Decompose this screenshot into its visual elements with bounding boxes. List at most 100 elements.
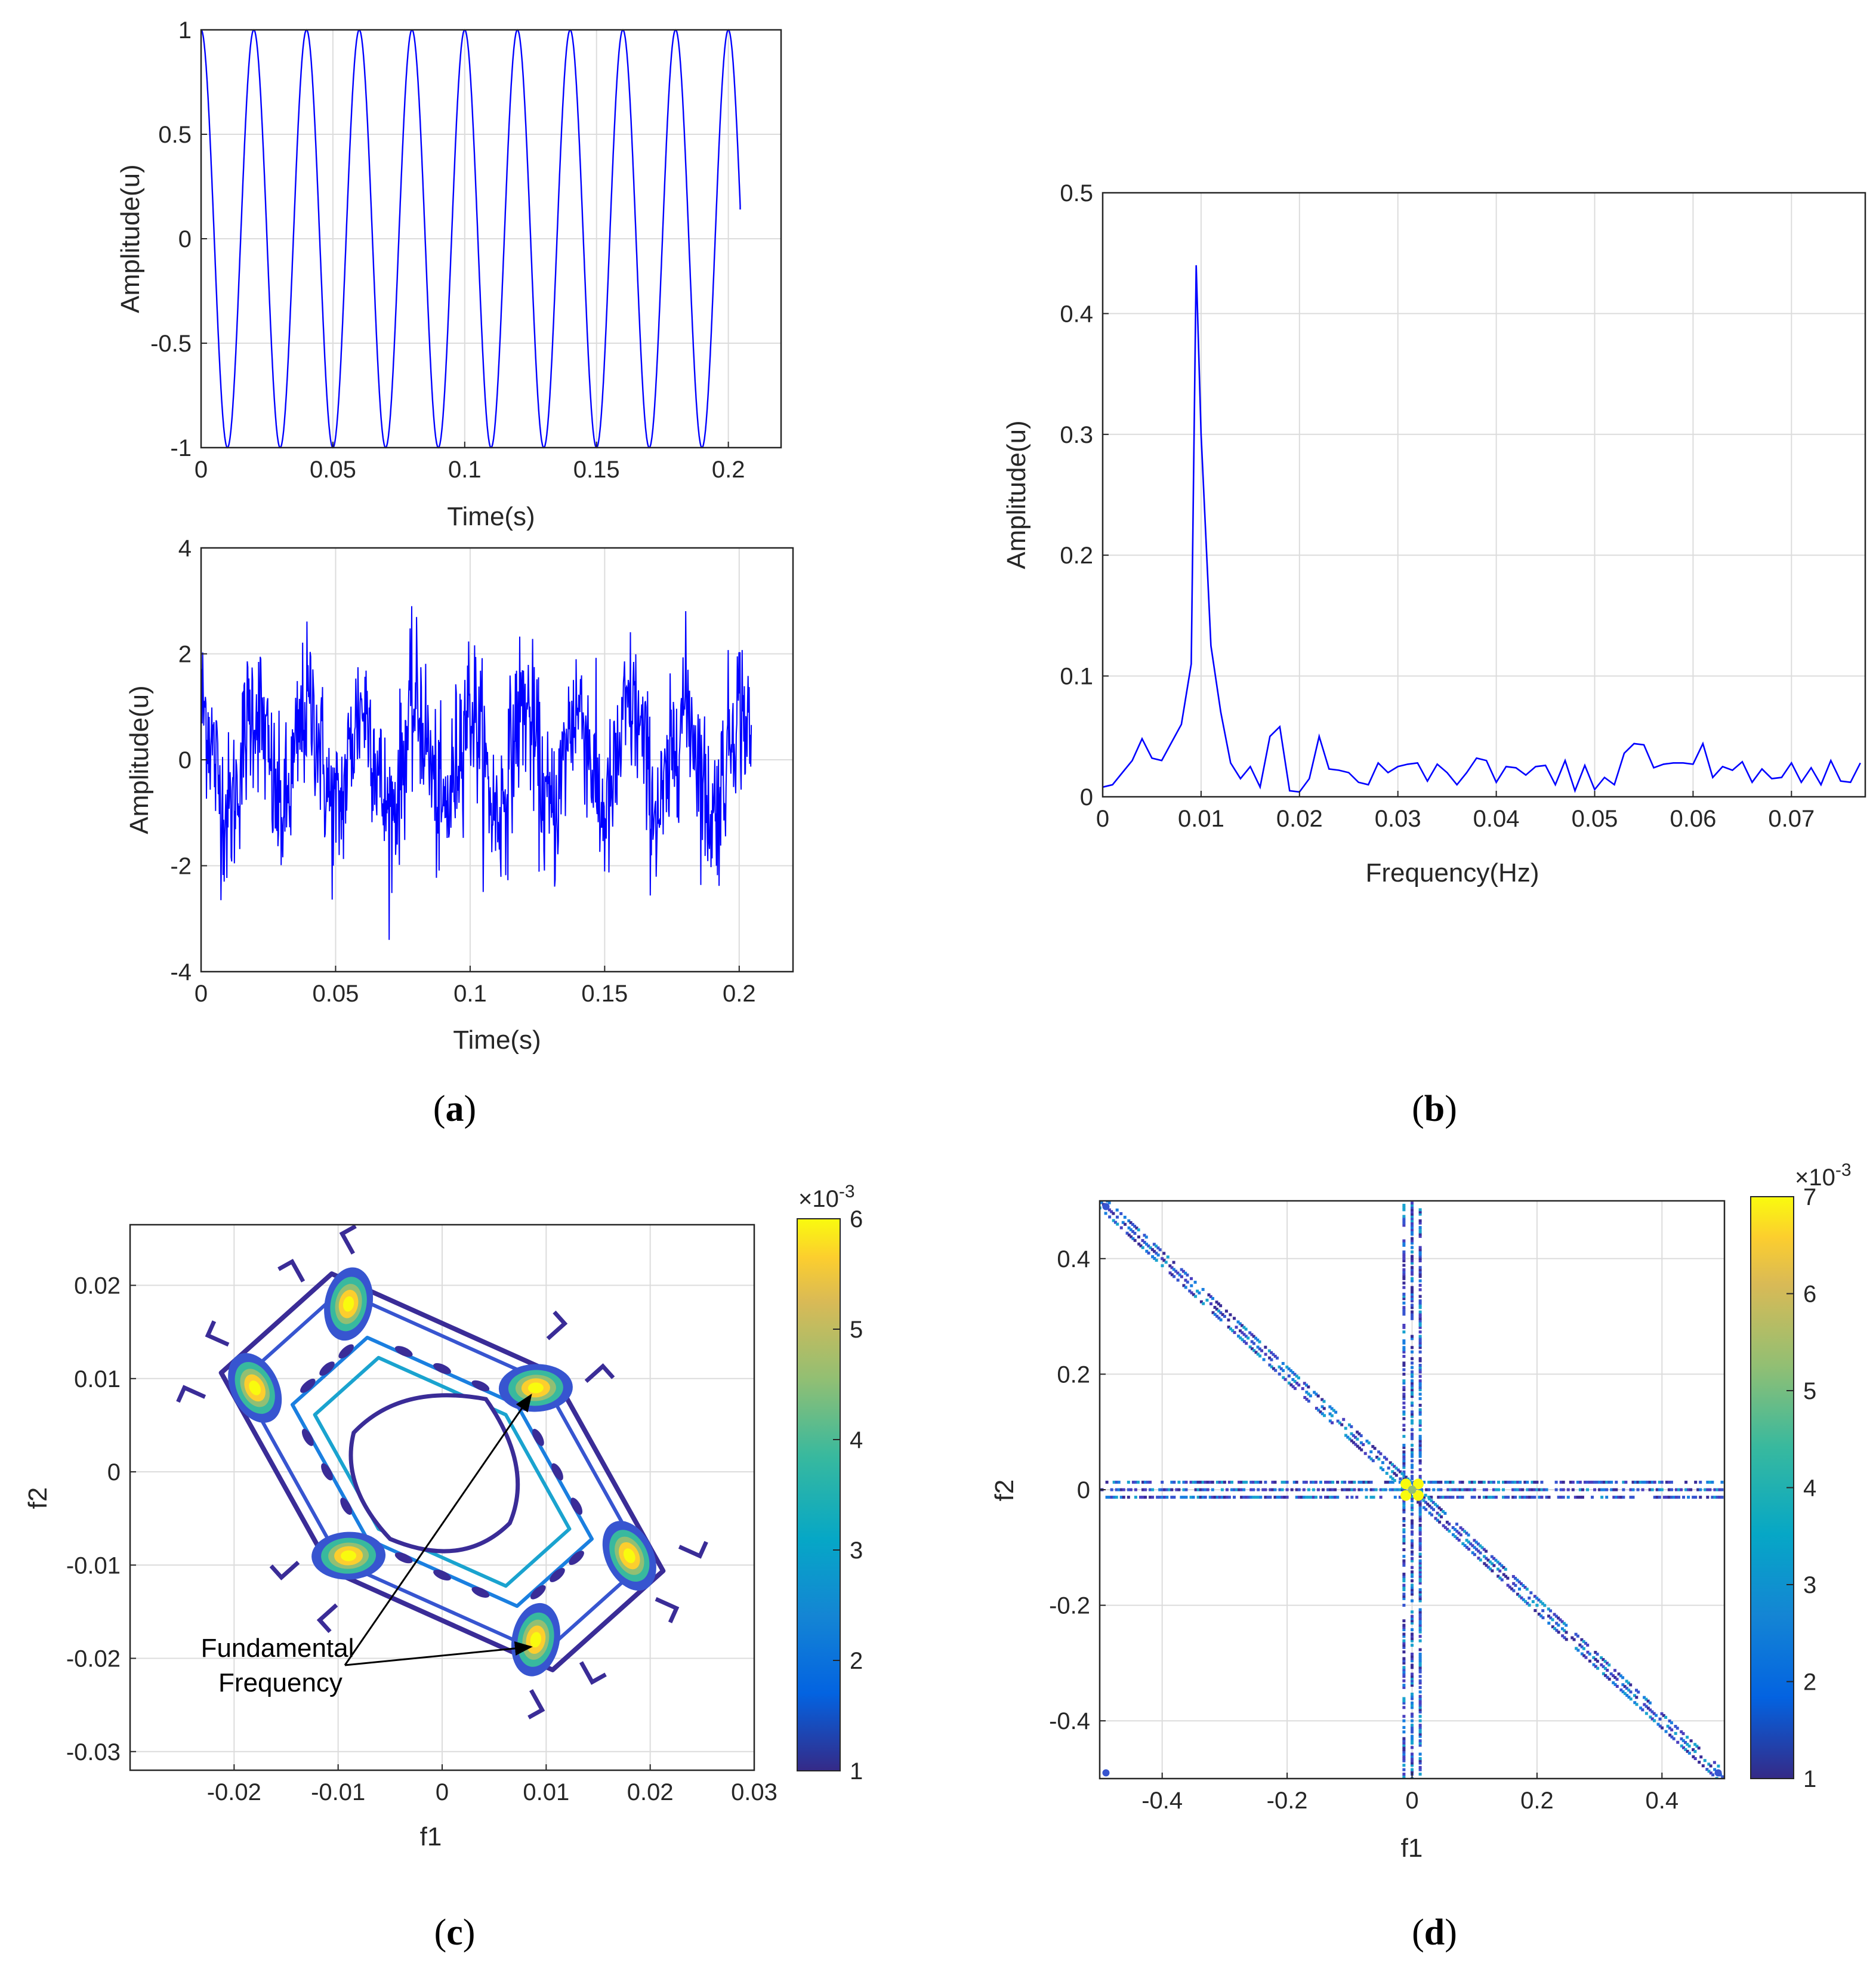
spectrum-dot [1199,1496,1202,1499]
spectrum-dot [1418,1654,1422,1658]
spectrum-dot [1343,1480,1347,1484]
spectrum-dot [1241,1338,1244,1342]
spectrum-dot [1418,1532,1422,1536]
spectrum-dot [1336,1480,1340,1484]
spectrum-dot [1330,1407,1334,1410]
spectrum-dot [1437,1488,1440,1492]
spectrum-dot [1680,1737,1683,1740]
spectrum-dot [1506,1583,1510,1587]
spectrum-dot [1411,1521,1414,1525]
spectrum-dot [1402,1764,1406,1767]
spectrum-dot [1418,1270,1422,1274]
spectrum-dot [1635,1703,1639,1706]
spectrum-dot [1411,1614,1414,1618]
spectrum-dot [1402,1206,1406,1209]
spectrum-dot [1449,1496,1452,1499]
spectrum-dot [1418,1337,1422,1341]
spectrum-dot [1617,1672,1621,1676]
spectrum-dot [1511,1496,1515,1499]
spectrum-dot [1418,1359,1422,1363]
x-tick-label: 0.01 [1178,806,1224,832]
spectrum-dot [1418,1579,1422,1583]
spectrum-dot [1165,1496,1169,1499]
spectrum-dot [1402,1685,1406,1689]
panel-a-top: 0 0.05 0.1 0.15 0.2-1-0.500.51 Time(s) Ampli… [116,17,782,531]
spectrum-dot [1502,1488,1505,1492]
spectrum-dot [1655,1496,1659,1499]
y-tick-label: 0.1 [1060,664,1093,690]
x-tick-label: 0.2 [1520,1788,1554,1814]
spectrum-dot [1621,1676,1625,1680]
spectrum-dot [1402,1277,1406,1280]
spectrum-dot [1533,1488,1536,1492]
spectrum-dot [1443,1512,1447,1515]
spectrum-dot [1131,1223,1134,1227]
spectrum-dot [1418,1392,1422,1396]
spectrum-dot [1491,1562,1494,1566]
spectrum-dot [1418,1614,1422,1618]
spectrum-dot [1572,1638,1576,1641]
spectrum-dot [1418,1519,1422,1523]
spectrum-dot [1613,1676,1617,1680]
spectrum-dot [1411,1270,1414,1274]
spectrum-dot [1418,1574,1422,1578]
spectrum-dot [1489,1480,1493,1484]
spectrum-dot [1402,1730,1406,1734]
spectrum-dot [1418,1343,1422,1347]
spectrum-dot [1473,1553,1476,1557]
spectrum-dot [1411,1752,1414,1756]
spectrum-dot [1402,1623,1406,1627]
spectrum-dot [1557,1631,1560,1634]
spectrum-dot [1189,1480,1193,1484]
spectrum-dot [1496,1567,1499,1571]
spectrum-dot [1477,1549,1480,1553]
spectrum-dot [1486,1558,1490,1562]
spectrum-dot [1463,1530,1467,1533]
spectrum-dot [1667,1488,1671,1492]
spectrum-dot [1369,1450,1373,1453]
spectrum-dot [1432,1488,1436,1492]
spectrum-dot [1411,1477,1414,1480]
spectrum-dot [1443,1526,1447,1529]
spectrum-dot [1182,1284,1186,1287]
spectrum-dot [1411,1730,1414,1734]
spectrum-dot [1161,1496,1164,1499]
spectrum-dot [1451,1526,1455,1530]
spectrum-dot [1418,1710,1422,1714]
spectrum-dot [1411,1697,1414,1700]
spectrum-dot [1239,1329,1242,1333]
spectrum-dot [1402,1597,1406,1600]
spectrum-dot [1334,1496,1337,1499]
spectrum-dot [1278,1488,1282,1492]
spectrum-dot [1418,1330,1422,1334]
spectrum-dot [1252,1488,1255,1492]
spectrum-dot [1354,1443,1357,1446]
x-tick-label: -0.02 [207,1779,261,1805]
spectrum-dot [1610,1488,1613,1492]
spectrum-dot [1483,1562,1486,1566]
spectrum-dot [1411,1306,1414,1309]
spectrum-dot [1434,1480,1438,1484]
spectrum-dot [1411,1346,1414,1349]
spectrum-dot [1402,1348,1406,1351]
spectrum-dot [1418,1752,1422,1756]
spectrum-dot [1107,1201,1111,1204]
spectrum-dot [1600,1480,1604,1484]
spectrum-dot [1180,1496,1183,1499]
spectrum-dot [1402,1626,1406,1629]
spectrum-dot [1172,1496,1176,1499]
spectrum-dot [1411,1768,1414,1771]
spectrum-dot [1283,1496,1286,1499]
spectrum-dot [1682,1496,1686,1499]
spectrum-dot [1411,1390,1414,1394]
spectrum-dot [1402,1428,1406,1431]
spectrum-dot [1428,1511,1431,1515]
spectrum-dot [1518,1594,1522,1598]
spectrum-dot [1418,1653,1422,1656]
spectrum-dot [1411,1519,1414,1523]
spectrum-dot [1178,1273,1181,1277]
spectrum-dot [1221,1313,1224,1317]
spectrum-dot [1411,1599,1414,1603]
spectrum-dot [1125,1231,1129,1235]
spectrum-dot [1676,1727,1679,1730]
